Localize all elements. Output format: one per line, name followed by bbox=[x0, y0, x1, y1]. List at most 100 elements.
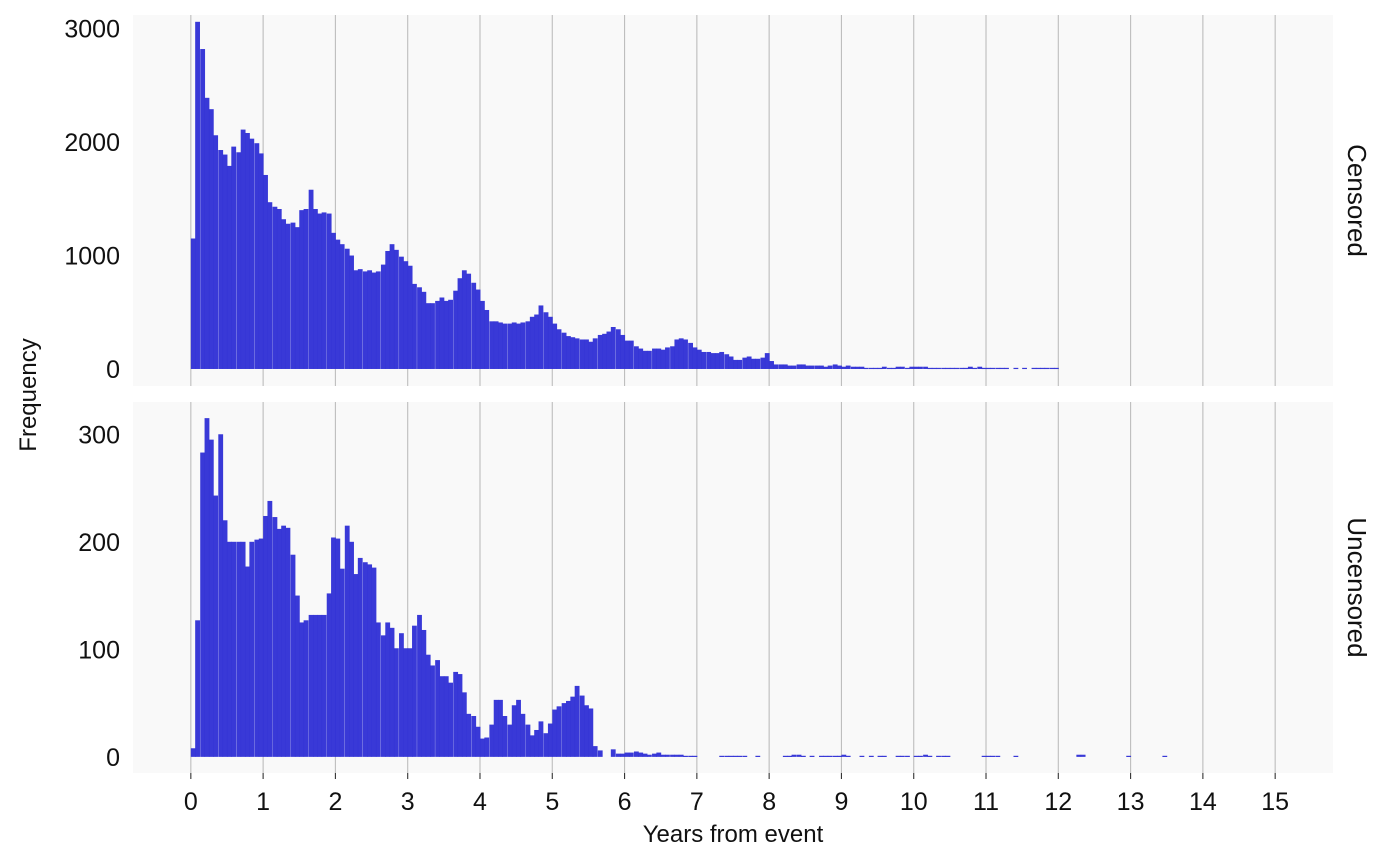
bar bbox=[344, 248, 350, 369]
bar bbox=[498, 699, 503, 757]
bar bbox=[724, 755, 730, 757]
x-tick-label: 7 bbox=[690, 788, 704, 816]
bar bbox=[827, 755, 833, 757]
bar bbox=[990, 367, 996, 370]
x-tick-label: 6 bbox=[618, 788, 632, 816]
bar bbox=[592, 746, 598, 757]
bar bbox=[646, 754, 652, 757]
bar bbox=[832, 755, 838, 757]
bar bbox=[981, 367, 987, 370]
y-tick-label: 1000 bbox=[64, 243, 120, 271]
bar bbox=[556, 329, 562, 369]
x-axis: 0 1 2 3 4 5 6 7 8 9 10 11 12 13 14 15 bbox=[184, 773, 1289, 816]
bar bbox=[399, 633, 404, 757]
bar bbox=[819, 755, 824, 757]
bar bbox=[1035, 367, 1041, 370]
bar bbox=[814, 365, 820, 369]
bar bbox=[850, 366, 856, 369]
bar bbox=[584, 339, 589, 369]
bar bbox=[439, 676, 445, 757]
bar bbox=[516, 323, 521, 369]
bar bbox=[656, 348, 662, 369]
bar bbox=[430, 303, 435, 369]
bar bbox=[425, 303, 431, 369]
bar bbox=[281, 525, 287, 757]
bar bbox=[339, 244, 345, 369]
bar bbox=[285, 223, 291, 369]
bar bbox=[294, 595, 300, 757]
bar bbox=[837, 365, 842, 369]
y-tick-label: 300 bbox=[78, 421, 120, 449]
bar bbox=[507, 323, 513, 369]
bar bbox=[236, 152, 242, 369]
bar bbox=[461, 692, 467, 757]
bar bbox=[335, 538, 341, 757]
bar bbox=[791, 365, 797, 369]
bar bbox=[796, 364, 802, 369]
bar bbox=[461, 270, 467, 369]
bar bbox=[674, 754, 680, 757]
bar bbox=[511, 705, 517, 757]
x-tick-label: 9 bbox=[834, 788, 848, 816]
bar bbox=[272, 206, 278, 369]
bar bbox=[321, 614, 327, 757]
bar bbox=[863, 367, 869, 370]
bar bbox=[570, 696, 576, 757]
bar bbox=[990, 755, 996, 757]
x-tick-label: 10 bbox=[900, 788, 928, 816]
x-tick-label: 5 bbox=[545, 788, 559, 816]
bar bbox=[534, 314, 540, 369]
bar bbox=[335, 239, 341, 369]
bar bbox=[683, 339, 688, 369]
bar bbox=[633, 751, 639, 757]
bar bbox=[263, 515, 268, 757]
bar bbox=[764, 353, 770, 369]
bar bbox=[905, 755, 910, 757]
x-tick-label: 14 bbox=[1189, 788, 1217, 816]
bar bbox=[389, 244, 395, 369]
bar bbox=[760, 357, 766, 369]
bar bbox=[367, 270, 373, 369]
bar bbox=[281, 219, 287, 369]
bar bbox=[276, 209, 282, 369]
bar bbox=[276, 528, 282, 757]
bar bbox=[977, 366, 983, 369]
bar bbox=[1040, 367, 1046, 370]
bar bbox=[493, 321, 499, 369]
x-tick-label: 2 bbox=[328, 788, 342, 816]
bar bbox=[995, 367, 1001, 370]
bar bbox=[1031, 367, 1037, 370]
bar bbox=[285, 527, 291, 757]
bar bbox=[435, 660, 440, 757]
bar bbox=[218, 434, 224, 757]
bar bbox=[556, 706, 562, 757]
bar bbox=[457, 674, 463, 757]
bar bbox=[200, 49, 206, 369]
bar bbox=[489, 724, 495, 757]
bar bbox=[809, 755, 815, 757]
bar bbox=[407, 648, 413, 757]
bar bbox=[457, 278, 463, 369]
bar bbox=[502, 323, 508, 369]
bar bbox=[1044, 367, 1050, 370]
bar bbox=[891, 367, 897, 370]
bar bbox=[258, 153, 264, 369]
bar bbox=[967, 366, 973, 369]
bar bbox=[267, 202, 273, 369]
bar bbox=[353, 270, 359, 369]
bar bbox=[868, 755, 874, 757]
bar bbox=[213, 135, 219, 369]
bar bbox=[380, 635, 386, 757]
bar bbox=[588, 708, 594, 757]
bar bbox=[936, 367, 941, 370]
bar bbox=[421, 291, 427, 369]
bar bbox=[665, 754, 670, 757]
bar bbox=[484, 309, 490, 369]
bar bbox=[642, 753, 648, 757]
bar bbox=[425, 654, 431, 757]
bar bbox=[963, 367, 969, 370]
bar bbox=[714, 353, 720, 369]
bar bbox=[660, 349, 666, 369]
bar bbox=[841, 754, 847, 757]
